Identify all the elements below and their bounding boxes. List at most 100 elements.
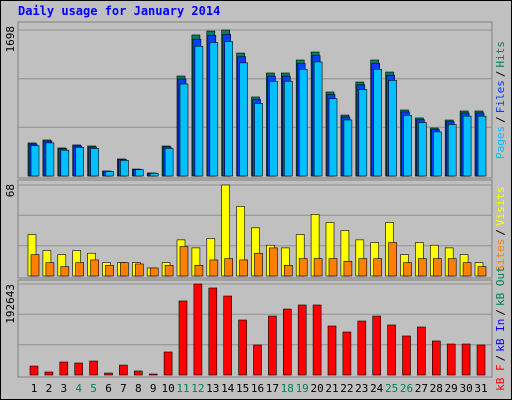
bar: [432, 258, 442, 277]
bar: [283, 264, 293, 277]
bar: [358, 89, 368, 177]
bar: [447, 258, 457, 277]
bar: [178, 300, 188, 376]
bar: [328, 258, 338, 277]
bar: [402, 335, 411, 376]
x-tick-label: 3: [60, 382, 67, 395]
bar: [477, 266, 487, 277]
bar: [89, 360, 98, 376]
bar: [164, 264, 174, 277]
bar: [164, 148, 174, 177]
bar: [313, 258, 323, 277]
bar: [75, 262, 84, 277]
bar: [239, 62, 248, 177]
bar: [418, 258, 427, 277]
bar: [209, 42, 219, 177]
x-tick-label: 4: [75, 382, 82, 395]
bar: [104, 372, 113, 376]
bar: [148, 373, 158, 376]
bar: [357, 320, 367, 376]
legend-entry: Visits: [494, 186, 507, 226]
bar: [342, 331, 352, 376]
x-tick-label: 14: [221, 382, 235, 395]
bar: [30, 254, 40, 277]
legend: Pages / Files / Hits: [494, 41, 507, 159]
x-tick-label: 19: [296, 382, 309, 395]
bar: [194, 264, 204, 277]
bar: [134, 370, 143, 376]
y-tick-label: 192643: [4, 284, 17, 324]
bar: [269, 247, 278, 277]
bar: [238, 319, 247, 376]
x-tick-label: 27: [415, 382, 428, 395]
bar: [105, 171, 114, 177]
bar: [135, 169, 144, 177]
bar: [59, 361, 69, 376]
bar: [446, 343, 456, 376]
x-tick-label: 26: [400, 382, 413, 395]
legend-separator: /: [494, 116, 507, 123]
bar: [298, 68, 308, 177]
legend: Sites / Visits: [494, 186, 507, 272]
bar: [253, 344, 262, 376]
bar: [328, 98, 338, 177]
x-tick-label: 12: [191, 382, 204, 395]
bar: [135, 263, 144, 277]
legend-entry: Pages: [494, 126, 507, 159]
bar: [418, 122, 427, 177]
bar: [224, 41, 233, 177]
legend-entry: Files: [494, 80, 507, 113]
legend-entry: kB Out: [494, 266, 507, 306]
bar: [179, 246, 189, 277]
legend-entry: Hits: [494, 41, 507, 68]
x-tick-label: 28: [430, 382, 443, 395]
bar: [194, 45, 204, 177]
x-tick-label: 5: [90, 382, 97, 395]
bar: [373, 258, 383, 277]
x-tick-label: 9: [150, 382, 157, 395]
bar: [239, 259, 248, 277]
bar: [476, 344, 486, 376]
bar: [163, 351, 173, 376]
bar: [105, 264, 114, 277]
x-tick-label: 17: [266, 382, 279, 395]
bar: [447, 124, 457, 177]
bar: [45, 262, 55, 277]
y-tick-label: 1698: [4, 26, 17, 53]
bar: [417, 326, 426, 376]
bar: [387, 324, 396, 376]
x-tick-label: 10: [161, 382, 174, 395]
bar: [224, 258, 233, 277]
bar: [29, 365, 39, 376]
x-tick-label: 18: [281, 382, 294, 395]
x-tick-label: 1: [31, 382, 38, 395]
bar: [269, 80, 278, 177]
x-tick-label: 11: [176, 382, 189, 395]
bar: [254, 103, 263, 177]
bar: [74, 362, 83, 376]
bar: [462, 115, 472, 177]
bar: [179, 83, 189, 177]
bar: [462, 262, 472, 277]
legend-entry: Sites: [494, 239, 507, 272]
legend-entry: kB F: [494, 364, 507, 391]
x-tick-label: 2: [46, 382, 53, 395]
x-tick-label: 29: [445, 382, 458, 395]
x-tick-label: 8: [135, 382, 142, 395]
bar: [343, 260, 353, 277]
bar: [120, 160, 129, 177]
bar: [45, 142, 55, 177]
bar: [149, 172, 159, 177]
x-tick-label: 20: [310, 382, 323, 395]
bar: [313, 61, 323, 177]
bar: [209, 259, 219, 277]
bar: [223, 295, 232, 376]
bar: [298, 258, 308, 277]
bar: [358, 258, 368, 277]
bar: [431, 340, 441, 376]
legend-entry: kB In: [494, 319, 507, 352]
y-tick-label: 68: [4, 184, 17, 197]
bar: [60, 266, 70, 277]
legend-separator: /: [494, 309, 507, 316]
x-tick-label: 23: [355, 382, 368, 395]
